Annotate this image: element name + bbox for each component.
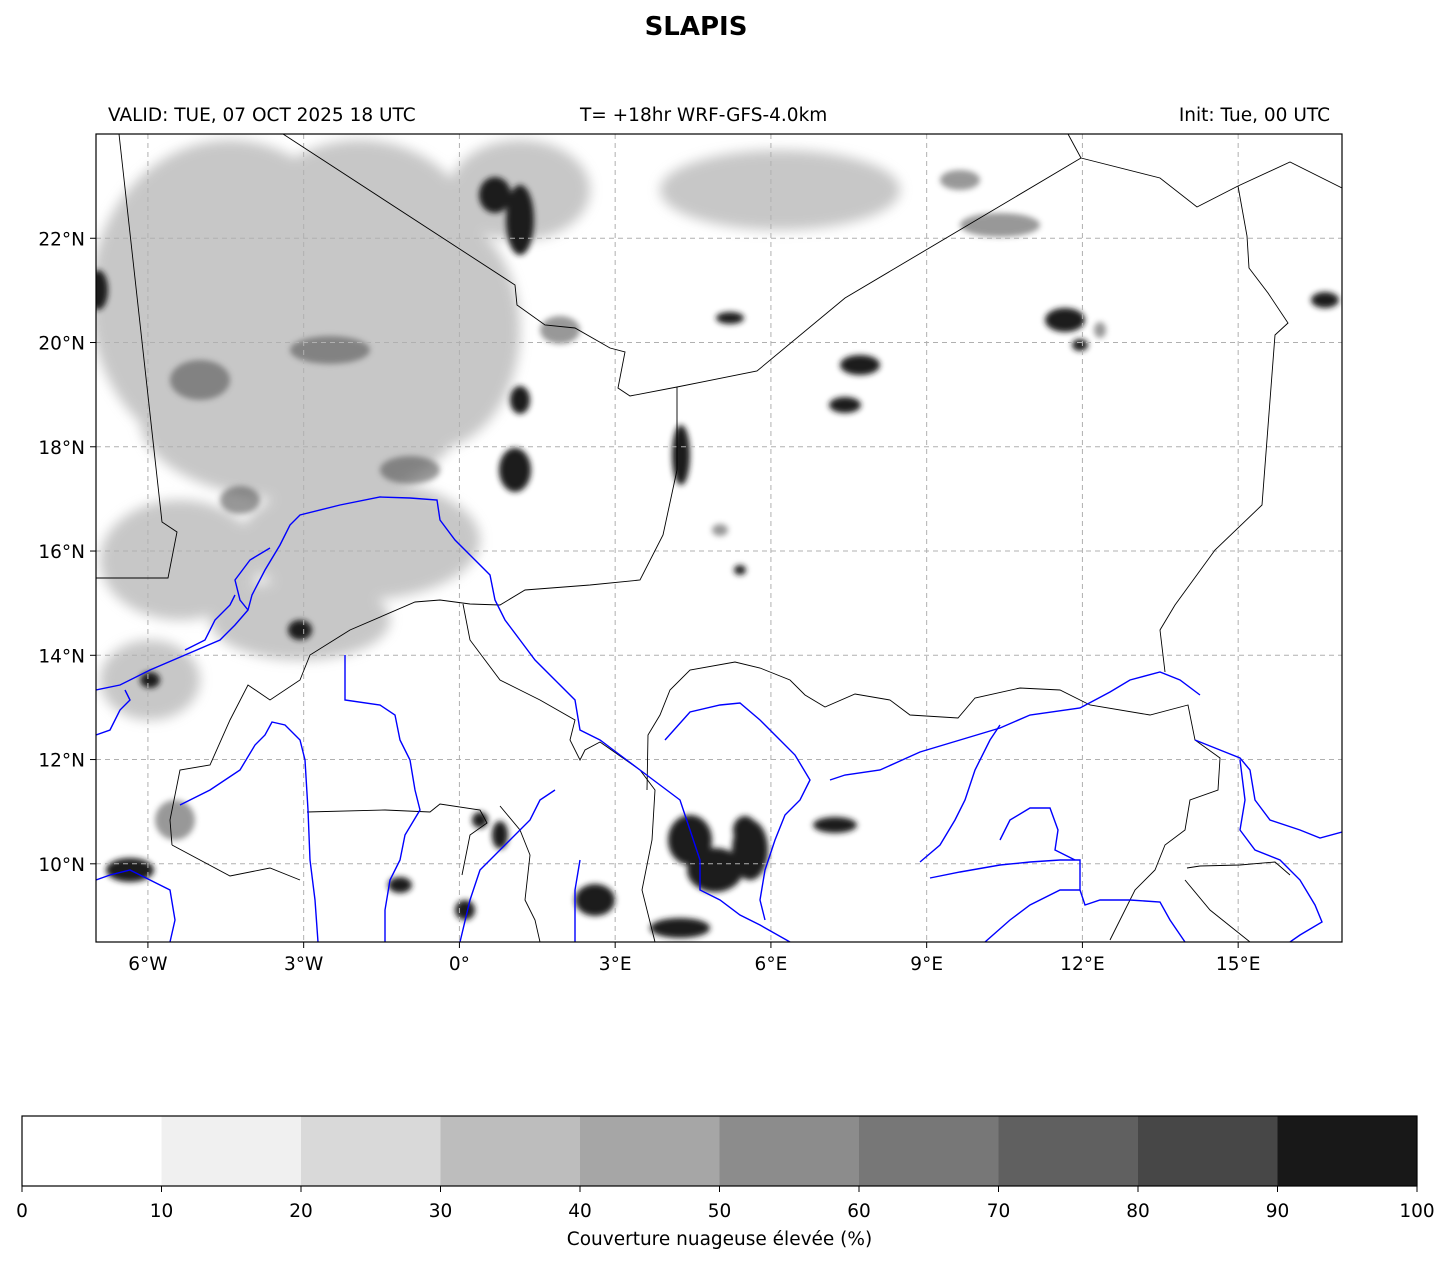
model-forecast-label: T= +18hr WRF-GFS-4.0km [580,105,828,126]
colorbar-cell [859,1116,999,1186]
colorbar-cell [440,1116,581,1186]
map-panel: 10°N 12°N 14°N 16°N 18°N 20°N 22°N 6°W 3°W 0° 3°E… [38,133,1343,975]
colorbar-tick-label: 40 [568,1201,592,1222]
lon-tick-label: 6°E [755,954,788,975]
colorbar-cell [22,1116,162,1186]
colorbar-tick-label: 50 [708,1201,732,1222]
colorbar-cell [998,1116,1139,1186]
colorbar-cell [1138,1116,1278,1186]
map-title: SLAPIS [644,12,748,42]
init-time-label: Init: Tue, 00 UTC [1178,105,1330,126]
lat-tick-label: 16°N [38,542,85,563]
rivers [96,496,1342,942]
lat-tick-label: 18°N [38,438,85,459]
lat-tick-label: 12°N [38,751,85,772]
colorbar-cell [161,1116,302,1186]
lat-tick-label: 22°N [38,229,85,250]
lon-tick-label: 6°W [128,954,167,975]
longitude-axis: 6°W 3°W 0° 3°E 6°E 9°E 12°E 15°E [128,942,1260,975]
colorbar-cell [580,1116,720,1186]
lat-tick-label: 10°N [38,855,85,876]
colorbar-cell [719,1116,860,1186]
lat-tick-label: 20°N [38,334,85,355]
lat-tick-label: 14°N [38,646,85,667]
cloud-cover-field [96,140,1339,938]
country-borders [96,134,1342,942]
lon-tick-label: 3°E [599,954,632,975]
lon-tick-label: 9°E [910,954,943,975]
colorbar-tick-label: 80 [1126,1201,1150,1222]
lon-tick-label: 12°E [1060,954,1104,975]
colorbar: 0 10 20 30 40 50 60 70 80 90 100 [16,1115,1435,1222]
latitude-axis: 10°N 12°N 14°N 16°N 18°N 20°N 22°N [38,229,96,876]
gridlines [96,134,1342,942]
colorbar-tick-label: 0 [16,1201,28,1222]
colorbar-label: Couverture nuageuse élevée (%) [566,1229,873,1250]
colorbar-tick-label: 70 [987,1201,1011,1222]
valid-time-label: VALID: TUE, 07 OCT 2025 18 UTC [108,105,416,126]
colorbar-tick-label: 60 [847,1201,871,1222]
lon-tick-label: 3°W [284,954,323,975]
lon-tick-label: 0° [449,954,470,975]
colorbar-tick-label: 100 [1399,1201,1434,1222]
colorbar-tick-label: 30 [429,1201,453,1222]
colorbar-tick-label: 90 [1266,1201,1290,1222]
colorbar-tick-label: 20 [289,1201,313,1222]
lon-tick-label: 15°E [1216,954,1260,975]
map-frame [95,133,1343,943]
colorbar-tick-label: 10 [150,1201,174,1222]
colorbar-cell [1277,1116,1418,1186]
colorbar-cell [301,1116,441,1186]
